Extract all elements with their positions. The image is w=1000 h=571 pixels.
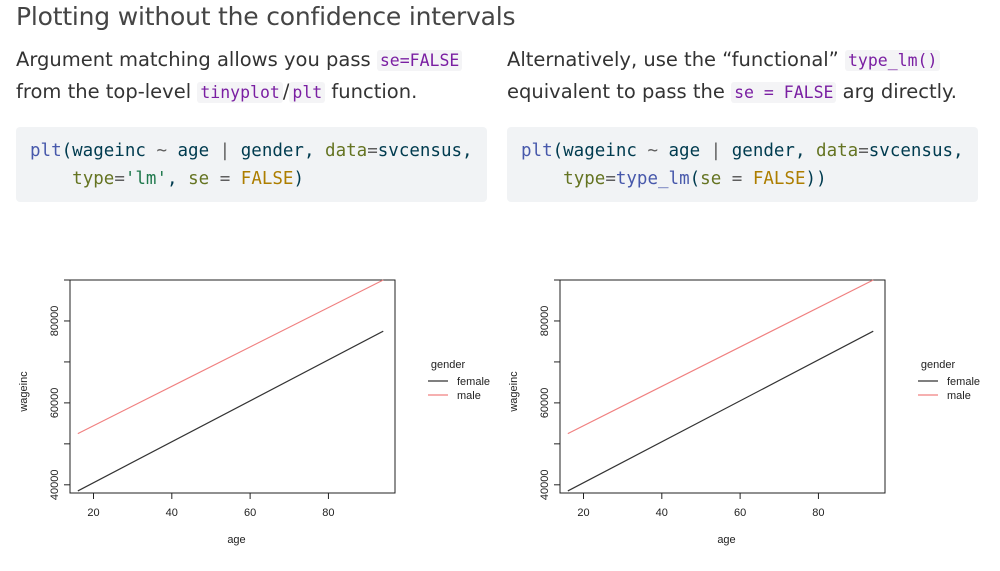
plot-frame: [559, 279, 886, 494]
left-description: Argument matching allows you pass se=FAL…: [16, 44, 486, 108]
code-token: svcensus,: [868, 141, 964, 161]
code-op: =: [367, 141, 378, 161]
left-line-1: Argument matching allows you pass se=FAL…: [16, 44, 486, 76]
separator-slash: /: [282, 80, 290, 103]
chart-left: 20 40 60 80 40000 60000 80000 age wageinc gender f…: [18, 279, 490, 546]
legend-label-female: female: [457, 376, 490, 388]
code-op: =: [721, 169, 753, 189]
x-tick-label: 40: [656, 507, 668, 519]
code-block-right[interactable]: plt(wageinc ~ age | gender, data=svcensu…: [507, 127, 978, 202]
inline-code-se-false: se=FALSE: [376, 50, 463, 71]
right-text-1: Alternatively, use the “functional”: [507, 48, 845, 71]
x-tick-label: 60: [244, 507, 256, 519]
legend-title: gender: [921, 359, 956, 371]
series-line-male: [567, 279, 874, 435]
x-tick-label: 60: [734, 507, 746, 519]
y-tick-label: 60000: [49, 388, 61, 419]
series-line-female: [567, 330, 874, 492]
code-keyword: FALSE: [752, 169, 806, 189]
right-description: Alternatively, use the “functional” type…: [507, 44, 987, 108]
code-token: age: [166, 141, 220, 161]
code-argname: data: [816, 141, 859, 161]
x-axis-label: age: [717, 534, 735, 546]
code-op: =: [209, 169, 241, 189]
code-token: (wageinc: [61, 141, 157, 161]
code-op: |: [710, 141, 722, 161]
code-op: ~: [647, 141, 658, 161]
code-fn: plt: [30, 141, 62, 161]
y-tick-label: 40000: [539, 470, 551, 501]
legend-title: gender: [431, 359, 466, 371]
legend-label-male: male: [947, 390, 971, 402]
code-token: ,: [167, 169, 189, 189]
code-indent: [30, 169, 72, 189]
code-token: )): [805, 169, 827, 189]
code-string: 'lm': [124, 169, 168, 189]
code-op: =: [858, 141, 869, 161]
chart-right: 20 40 60 80 40000 60000 80000 age wageinc gender f…: [508, 279, 980, 546]
inline-code-se-equals-false: se = FALSE: [731, 82, 837, 103]
inline-code-tinyplot: tinyplot: [197, 82, 283, 103]
code-block-left[interactable]: plt(wageinc ~ age | gender, data=svcensu…: [16, 127, 487, 202]
left-line-2: from the top-level tinyplot / plt function…: [16, 76, 486, 108]
code-token: svcensus,: [377, 141, 473, 161]
y-tick-label: 40000: [49, 470, 61, 501]
code-argname: se: [700, 169, 722, 189]
y-axis-label: wageinc: [508, 371, 520, 413]
x-tick-label: 80: [812, 507, 824, 519]
x-tick-label: 40: [166, 507, 178, 519]
inline-code-type-lm: type_lm(): [844, 50, 941, 71]
x-tick-label: 20: [577, 507, 589, 519]
code-keyword: FALSE: [240, 169, 294, 189]
code-token: (wageinc: [552, 141, 648, 161]
code-argname: type: [563, 169, 606, 189]
y-tick-label: 60000: [539, 388, 551, 419]
x-tick-label: 80: [322, 507, 334, 519]
x-axis-label: age: [227, 534, 245, 546]
slide-title: Plotting without the confidence interval…: [16, 2, 516, 31]
plot-right: 20 40 60 80 40000 60000 80000 age wageinc gender f…: [500, 255, 980, 555]
series-line-female: [77, 330, 384, 492]
right-line-1: Alternatively, use the “functional” type…: [507, 44, 987, 76]
legend-label-female: female: [947, 376, 980, 388]
legend-label-male: male: [457, 390, 481, 402]
code-token: (: [689, 169, 701, 189]
code-fn: plt: [521, 141, 553, 161]
code-indent: [521, 169, 563, 189]
left-text-3: function.: [325, 80, 418, 103]
code-token: age: [657, 141, 711, 161]
plot-left: 20 40 60 80 40000 60000 80000 age wageinc gender f…: [10, 255, 490, 555]
left-text-2: from the top-level: [16, 80, 198, 103]
code-token: gender,: [721, 141, 817, 161]
code-op: =: [114, 169, 125, 189]
code-token: ): [293, 169, 305, 189]
right-line-2: equivalent to pass the se = FALSE arg di…: [507, 76, 987, 108]
plot-frame: [69, 279, 396, 494]
inline-code-plt: plt: [289, 82, 326, 103]
right-text-2: equivalent to pass the: [507, 80, 732, 103]
code-argname: type: [72, 169, 115, 189]
y-tick-label: 80000: [49, 306, 61, 337]
code-token: gender,: [230, 141, 326, 161]
code-op: =: [605, 169, 616, 189]
y-axis-label: wageinc: [18, 371, 30, 413]
code-op: ~: [156, 141, 167, 161]
x-tick-label: 20: [87, 507, 99, 519]
code-argname: se: [188, 169, 210, 189]
right-text-3: arg directly.: [836, 80, 957, 103]
code-fn: type_lm: [615, 169, 690, 189]
y-tick-label: 80000: [539, 306, 551, 337]
code-op: |: [219, 141, 231, 161]
left-text-1: Argument matching allows you pass: [16, 48, 377, 71]
series-line-male: [77, 279, 384, 435]
code-argname: data: [325, 141, 368, 161]
